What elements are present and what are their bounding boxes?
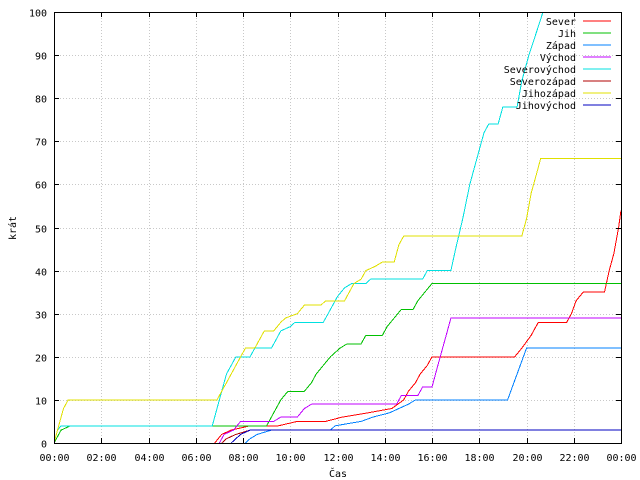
y-axis: 0 10 20 30 40 50 60 70 80 90 100 (29, 9, 621, 451)
y-tick-label: 20 (35, 354, 47, 365)
y-tick-label: 40 (35, 268, 47, 279)
y-tick-label: 90 (35, 52, 47, 63)
series-line-3 (245, 347, 621, 443)
y-tick-label: 80 (35, 95, 47, 106)
x-tick-label: 02:00 (86, 453, 116, 464)
x-tick-label: 22:00 (559, 453, 589, 464)
legend-label: Jihozápad (522, 88, 576, 100)
series-line-6 (221, 429, 621, 443)
x-tick-label: 14:00 (370, 453, 400, 464)
y-tick-label: 30 (35, 311, 47, 322)
x-tick-label: 16:00 (417, 453, 447, 464)
legend-label: Severozápad (510, 76, 576, 88)
y-axis-title: krát (7, 216, 19, 240)
legend-label: Jihovýchod (516, 100, 576, 112)
y-tick-label: 50 (35, 225, 47, 236)
legend-label: Severovýchod (504, 64, 576, 76)
x-tick-label: 00:00 (606, 453, 636, 464)
plot-area (54, 12, 621, 443)
y-tick-label: 60 (35, 181, 47, 192)
x-tick-label: 20:00 (512, 453, 542, 464)
y-tick-label: 0 (41, 440, 47, 451)
x-tick-label: 18:00 (464, 453, 494, 464)
series-line-5 (54, 12, 544, 443)
legend: SeverJihZápadVýchodSeverovýchodSeverozáp… (504, 17, 611, 112)
x-tick-label: 10:00 (275, 453, 305, 464)
legend-label: Jih (558, 29, 576, 40)
series-line-1 (214, 210, 621, 443)
x-tick-label: 08:00 (228, 453, 258, 464)
x-tick-label: 12:00 (323, 453, 353, 464)
series-line-2 (54, 283, 621, 443)
legend-label: Západ (546, 40, 576, 52)
series-line-7 (54, 158, 621, 443)
legend-label: Sever (546, 17, 576, 28)
x-tick-label: 04:00 (134, 453, 164, 464)
y-tick-label: 100 (29, 9, 47, 20)
y-tick-label: 70 (35, 138, 47, 149)
x-tick-label: 00:00 (39, 453, 69, 464)
series-line-8 (230, 429, 621, 443)
x-axis: 00:00 02:00 04:00 06:00 08:00 10:00 12:00 14:00… (39, 12, 637, 464)
y-tick-label: 10 (35, 397, 47, 408)
series-line-4 (218, 317, 621, 443)
x-axis-title: Čas (329, 467, 347, 480)
x-tick-label: 06:00 (181, 453, 211, 464)
legend-label: Východ (540, 52, 576, 64)
